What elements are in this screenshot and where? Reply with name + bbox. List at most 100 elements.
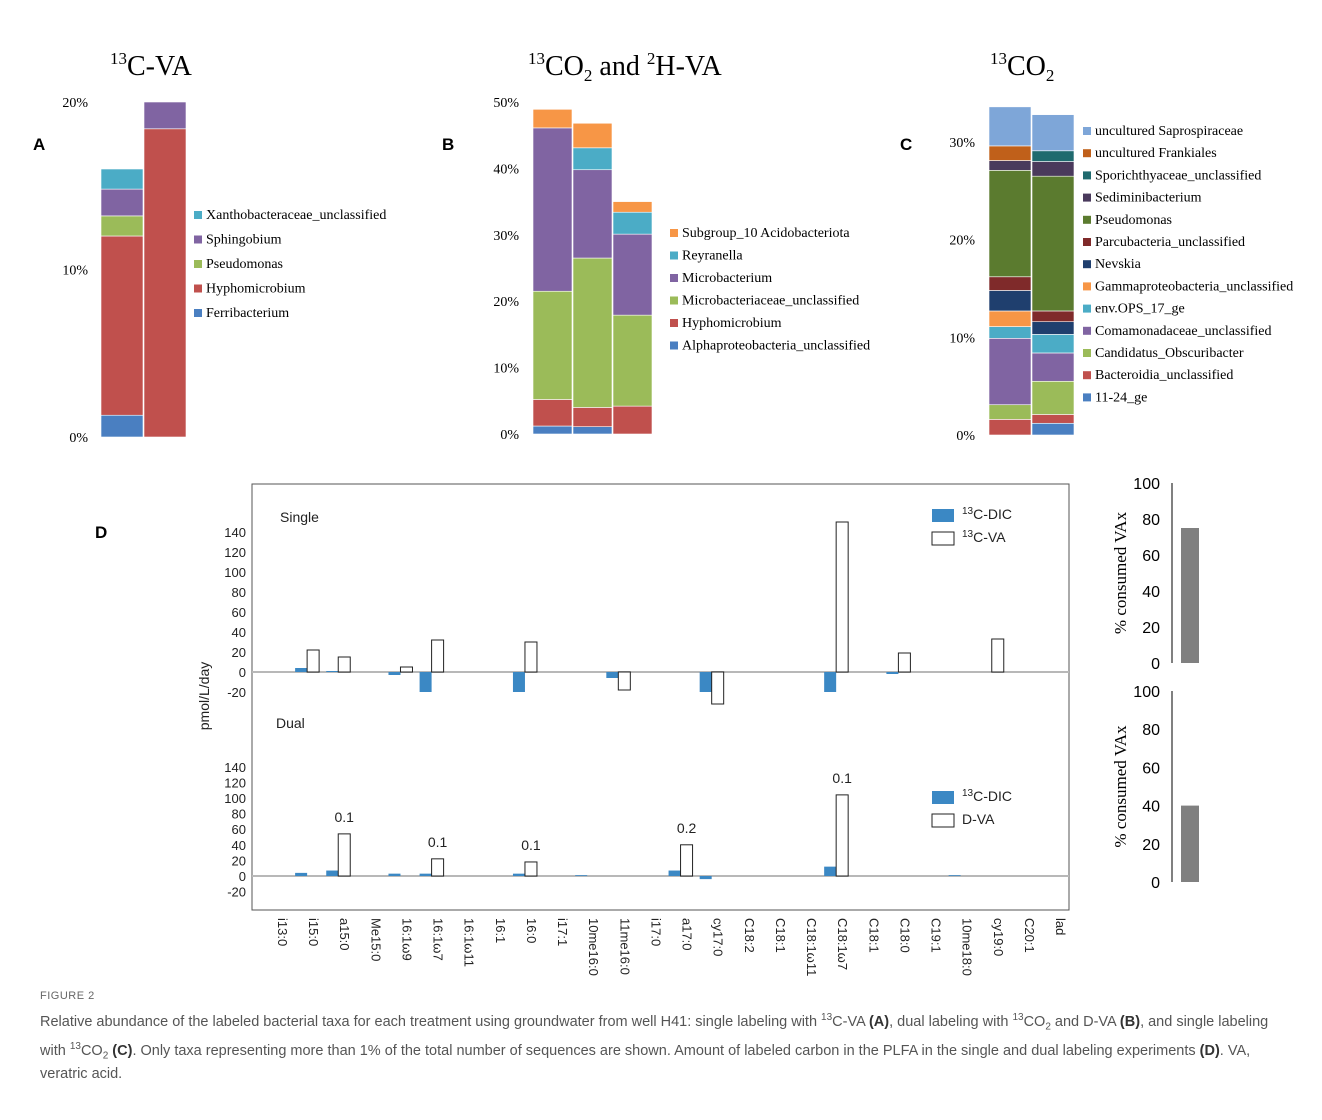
figure-label: FIGURE 2 bbox=[40, 990, 95, 1002]
bar-segment bbox=[988, 419, 1032, 436]
bar-segment bbox=[100, 188, 144, 217]
y-tick-label: 60 bbox=[1142, 760, 1160, 777]
legend-swatch bbox=[1083, 171, 1091, 180]
y-tick-label: 80 bbox=[232, 585, 246, 600]
legend-label: Microbacterium bbox=[682, 271, 772, 286]
bar-filled bbox=[699, 876, 712, 880]
panel-b: 13CO2 and 2H-VAB0%10%20%30%40%50%Subgrou… bbox=[442, 49, 870, 443]
legend-label: Hyphomicrobium bbox=[206, 282, 306, 297]
bar-outline bbox=[897, 652, 911, 673]
bar-segment bbox=[532, 109, 573, 129]
bar-segment bbox=[100, 414, 144, 438]
bar-segment bbox=[572, 407, 613, 427]
caption-fragment: 13 bbox=[1012, 1012, 1024, 1023]
bar-segment bbox=[1031, 414, 1075, 424]
y-tick-label: 120 bbox=[224, 775, 246, 790]
bar-segment bbox=[1031, 380, 1075, 415]
title-text: CO bbox=[1007, 51, 1046, 82]
legend-label: Sporichthyaceae_unclassified bbox=[1095, 168, 1261, 183]
legend-label: 13C-DIC bbox=[962, 788, 1012, 804]
legend-label: Microbacteriaceae_unclassified bbox=[682, 294, 859, 309]
title-subscript: 2 bbox=[1046, 66, 1055, 85]
title-text: CO bbox=[545, 51, 584, 82]
legend-label: Sphingobium bbox=[206, 233, 282, 248]
title-superscript: 13 bbox=[110, 49, 127, 68]
bar-segment bbox=[572, 426, 613, 435]
bar-segment bbox=[1031, 310, 1075, 323]
y-tick-label: 40 bbox=[232, 838, 246, 853]
bar-segment bbox=[1031, 114, 1075, 152]
figure-canvas: 13C-VA A 0% 10% 20% Xanthobacteraceae_unclass… bbox=[33, 49, 1293, 976]
y-axis-label: % consumed VAx bbox=[1111, 725, 1130, 848]
title-text: H-VA bbox=[655, 51, 722, 82]
x-tick-label: a17:0 bbox=[680, 918, 695, 951]
y-tick-label: 100 bbox=[224, 791, 246, 806]
legend-swatch bbox=[931, 813, 955, 828]
y-tick-label: 0% bbox=[69, 431, 88, 446]
legend-label: Nevskia bbox=[1095, 257, 1142, 272]
x-tick-label: C18:1 bbox=[866, 918, 881, 953]
bar-segment bbox=[988, 338, 1032, 406]
bar-segment bbox=[612, 211, 653, 235]
y-tick-label: 20 bbox=[232, 853, 246, 868]
y-tick-label: 40 bbox=[1142, 584, 1160, 601]
y-tick-label: 20% bbox=[493, 295, 519, 310]
panel-a-title: 13C-VA bbox=[110, 49, 193, 82]
legend-swatch bbox=[194, 260, 202, 268]
legend-swatch bbox=[194, 211, 202, 219]
title-superscript: 13 bbox=[990, 49, 1007, 68]
y-tick-label: 140 bbox=[224, 760, 246, 775]
y-axis-label: % consumed VAx bbox=[1111, 511, 1130, 634]
legend-label: Ferribacterium bbox=[206, 306, 289, 321]
y-tick-label: 0 bbox=[1151, 656, 1160, 673]
legend-swatch bbox=[1083, 326, 1091, 335]
panel-letter: A bbox=[33, 135, 45, 154]
bar-filled bbox=[295, 668, 308, 672]
y-tick-label: 80 bbox=[232, 807, 246, 822]
legend-swatch bbox=[1083, 260, 1091, 269]
bar-outline bbox=[431, 639, 445, 673]
y-tick-label: 10% bbox=[62, 264, 88, 279]
bar-segment bbox=[532, 399, 573, 427]
caption-text: Relative abundance of the labeled bacter… bbox=[40, 1008, 1290, 1084]
panel-c-title: 13CO2 bbox=[990, 49, 1054, 85]
panel-consumed: 0 20 40 60 80 100 % consumed VAx 0 20 40 60 80 100 % … bbox=[1111, 476, 1199, 892]
title-superscript: 13 bbox=[528, 49, 545, 68]
x-tick-label: a15:0 bbox=[337, 918, 352, 951]
bar-outline bbox=[617, 671, 631, 691]
panel-letter: B bbox=[442, 135, 454, 154]
bar-filled bbox=[606, 672, 619, 678]
y-tick-label: 30% bbox=[949, 136, 975, 151]
bar-outline bbox=[337, 833, 351, 877]
bar-outline bbox=[680, 844, 694, 877]
y-tick-label: 120 bbox=[224, 545, 246, 560]
bar-segment bbox=[988, 170, 1032, 278]
bar-segment bbox=[100, 235, 144, 416]
x-tick-label: C18:2 bbox=[742, 918, 757, 953]
legend-swatch bbox=[1083, 215, 1091, 224]
bar-segment bbox=[143, 128, 187, 438]
y-tick-label: 60 bbox=[1142, 548, 1160, 565]
legend-superscript: 13 bbox=[962, 788, 974, 799]
bar-segment bbox=[532, 290, 573, 400]
legend-swatch bbox=[931, 531, 955, 546]
bar-filled bbox=[419, 672, 432, 692]
legend-text: C-DIC bbox=[973, 506, 1012, 522]
legend-swatch bbox=[670, 319, 678, 327]
x-tick-label: 10me16:0 bbox=[586, 918, 601, 976]
legend-text: D-VA bbox=[962, 811, 995, 827]
bar-segment bbox=[988, 310, 1032, 327]
caption-fragment: CO bbox=[80, 1042, 103, 1059]
caption-fragment: 13 bbox=[821, 1012, 833, 1023]
legend-label: Reyranella bbox=[682, 249, 743, 264]
caption-fragment: , dual labeling with bbox=[889, 1013, 1013, 1030]
legend-swatch bbox=[1083, 238, 1091, 246]
y-tick-label: 20% bbox=[62, 96, 88, 111]
bar-segment bbox=[1031, 352, 1075, 382]
bar-filled bbox=[512, 672, 525, 692]
y-tick-label: 100 bbox=[224, 565, 246, 580]
bar-segment bbox=[612, 314, 653, 407]
legend-label: Xanthobacteraceae_unclassified bbox=[206, 208, 386, 223]
y-axis-label: pmol/L/day bbox=[196, 662, 212, 730]
